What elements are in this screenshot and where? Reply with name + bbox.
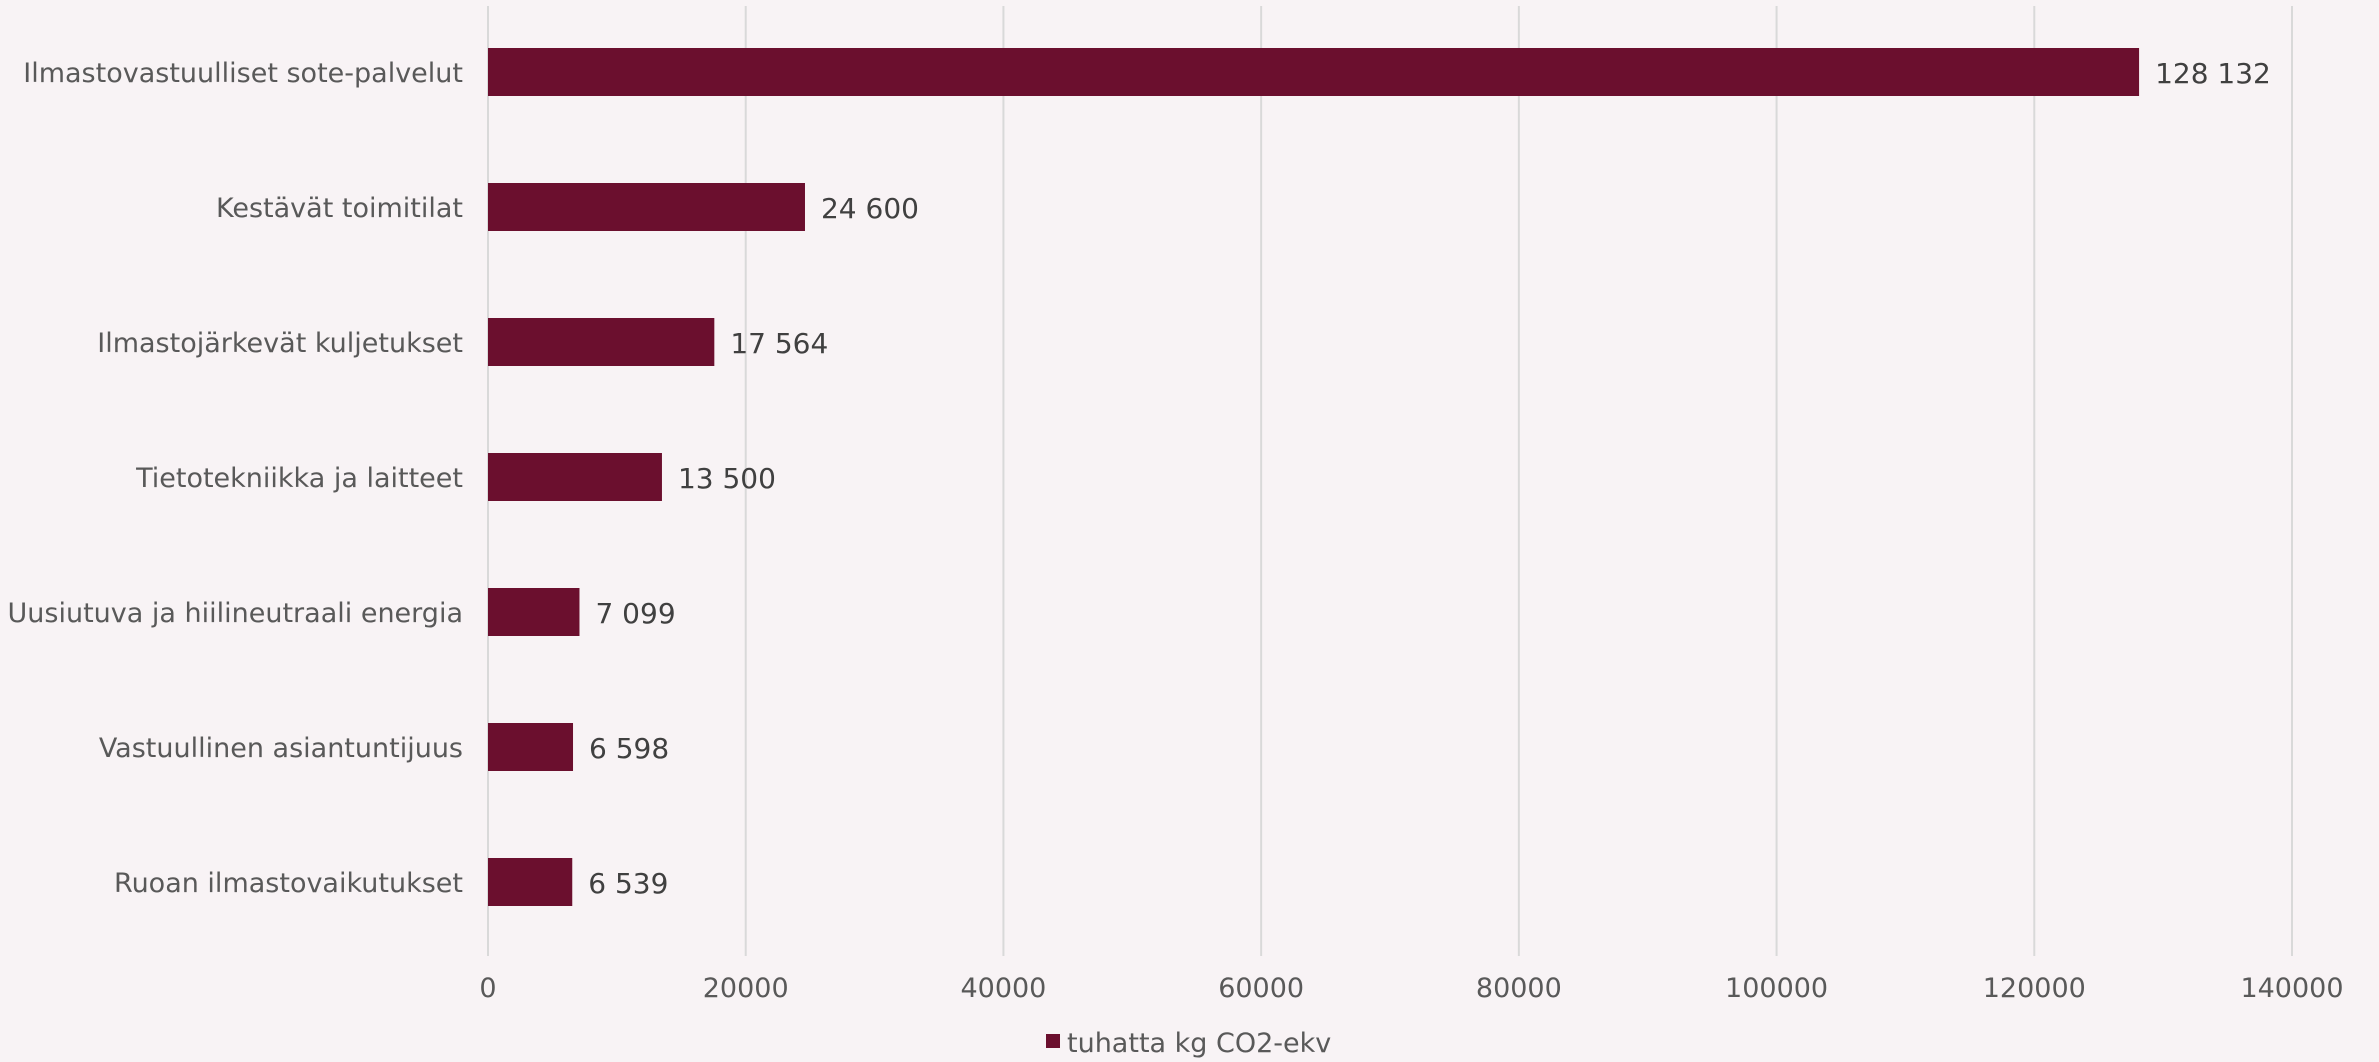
category-label: Kestävät toimitilat [216,193,463,224]
x-tick-label: 120000 [1983,973,2086,1004]
legend: tuhatta kg CO2-ekv [1046,1028,1331,1059]
category-label: Ilmastovastuulliset sote-palvelut [23,58,463,89]
category-label: Ruoan ilmastovaikutukset [114,868,463,899]
x-tick-label: 80000 [1476,973,1562,1004]
bar [488,48,2140,96]
labels: 0 20000 40000 60000 80000 100000 120000 140000 I… [8,57,2344,1004]
category-label: Ilmastojärkevät kuljetukset [97,328,463,359]
legend-swatch [1046,1034,1060,1048]
data-label: 17 564 [730,327,828,360]
gridlines [487,6,2293,956]
x-tick-label: 60000 [1218,973,1304,1004]
bar [488,183,805,231]
category-label: Tietotekniikka ja laitteet [135,463,463,494]
x-tick-label: 40000 [960,973,1046,1004]
x-tick-label: 140000 [2240,973,2343,1004]
bar [488,318,715,366]
category-label: Vastuullinen asiantuntijuus [99,733,463,764]
data-label: 24 600 [821,192,919,225]
data-label: 6 539 [588,867,668,900]
data-label: 13 500 [678,462,776,495]
data-label: 7 099 [595,597,675,630]
category-label: Uusiutuva ja hiilineutraali energia [8,598,463,629]
bar [488,723,574,771]
x-tick-label: 100000 [1725,973,1828,1004]
bar [488,453,662,501]
legend-label: tuhatta kg CO2-ekv [1067,1028,1331,1058]
data-label: 128 132 [2155,57,2271,90]
bar [488,858,573,906]
bars [488,48,2140,906]
data-label: 6 598 [589,732,669,765]
bar [488,588,580,636]
x-tick-label: 20000 [703,973,789,1004]
x-tick-label: 0 [479,973,496,1004]
